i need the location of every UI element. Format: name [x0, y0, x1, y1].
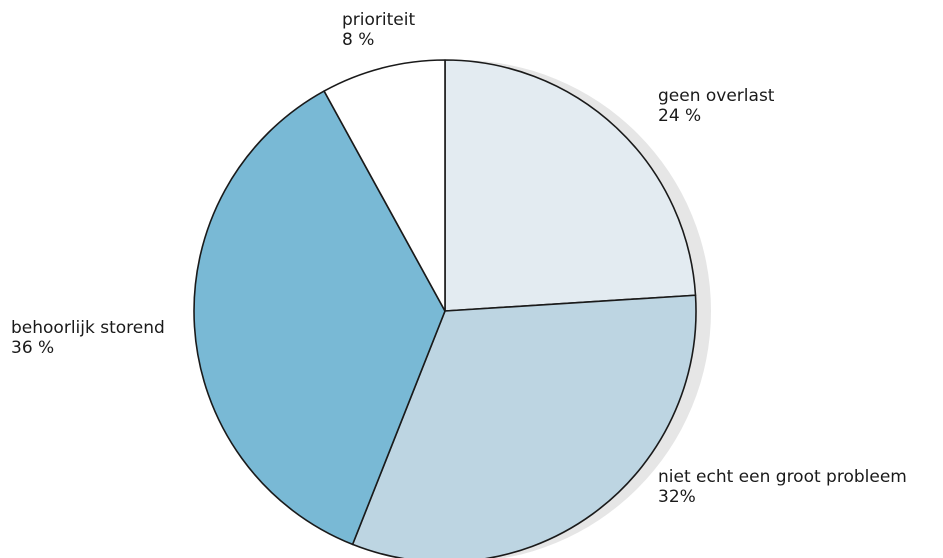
slice-label-geen-overlast: geen overlast 24 % — [658, 86, 780, 126]
slice-name-geen-overlast: geen overlast — [658, 86, 775, 106]
pie-slices — [193, 59, 697, 558]
slice-value-behoorlijk-storend: 36 % — [11, 338, 54, 358]
slice-name-behoorlijk-storend: behoorlijk storend — [11, 318, 165, 338]
slice-label-prioriteit: prioriteit 8 % — [342, 10, 421, 50]
pie-slice-behoorlijk-storend — [193, 90, 446, 546]
slice-label-niet-echt-een-groot-probleem: niet echt een groot probleem 32% — [658, 467, 912, 507]
slice-label-behoorlijk-storend: behoorlijk storend 36 % — [11, 318, 170, 358]
slice-name-prioriteit: prioriteit — [342, 10, 415, 30]
slice-value-prioriteit: 8 % — [342, 30, 374, 50]
pie-slice-niet-echt-een-groot-probleem — [351, 294, 697, 558]
pie-slice-geen-overlast — [444, 59, 697, 312]
pie-labels: geen overlast 24 % niet echt een groot p… — [11, 10, 912, 507]
slice-value-niet-echt-een-groot-probleem: 32% — [658, 487, 696, 507]
slice-name-niet-echt-een-groot-probleem: niet echt een groot probleem — [658, 467, 907, 487]
slice-value-geen-overlast: 24 % — [658, 106, 701, 126]
pie-slice-prioriteit — [323, 59, 446, 312]
